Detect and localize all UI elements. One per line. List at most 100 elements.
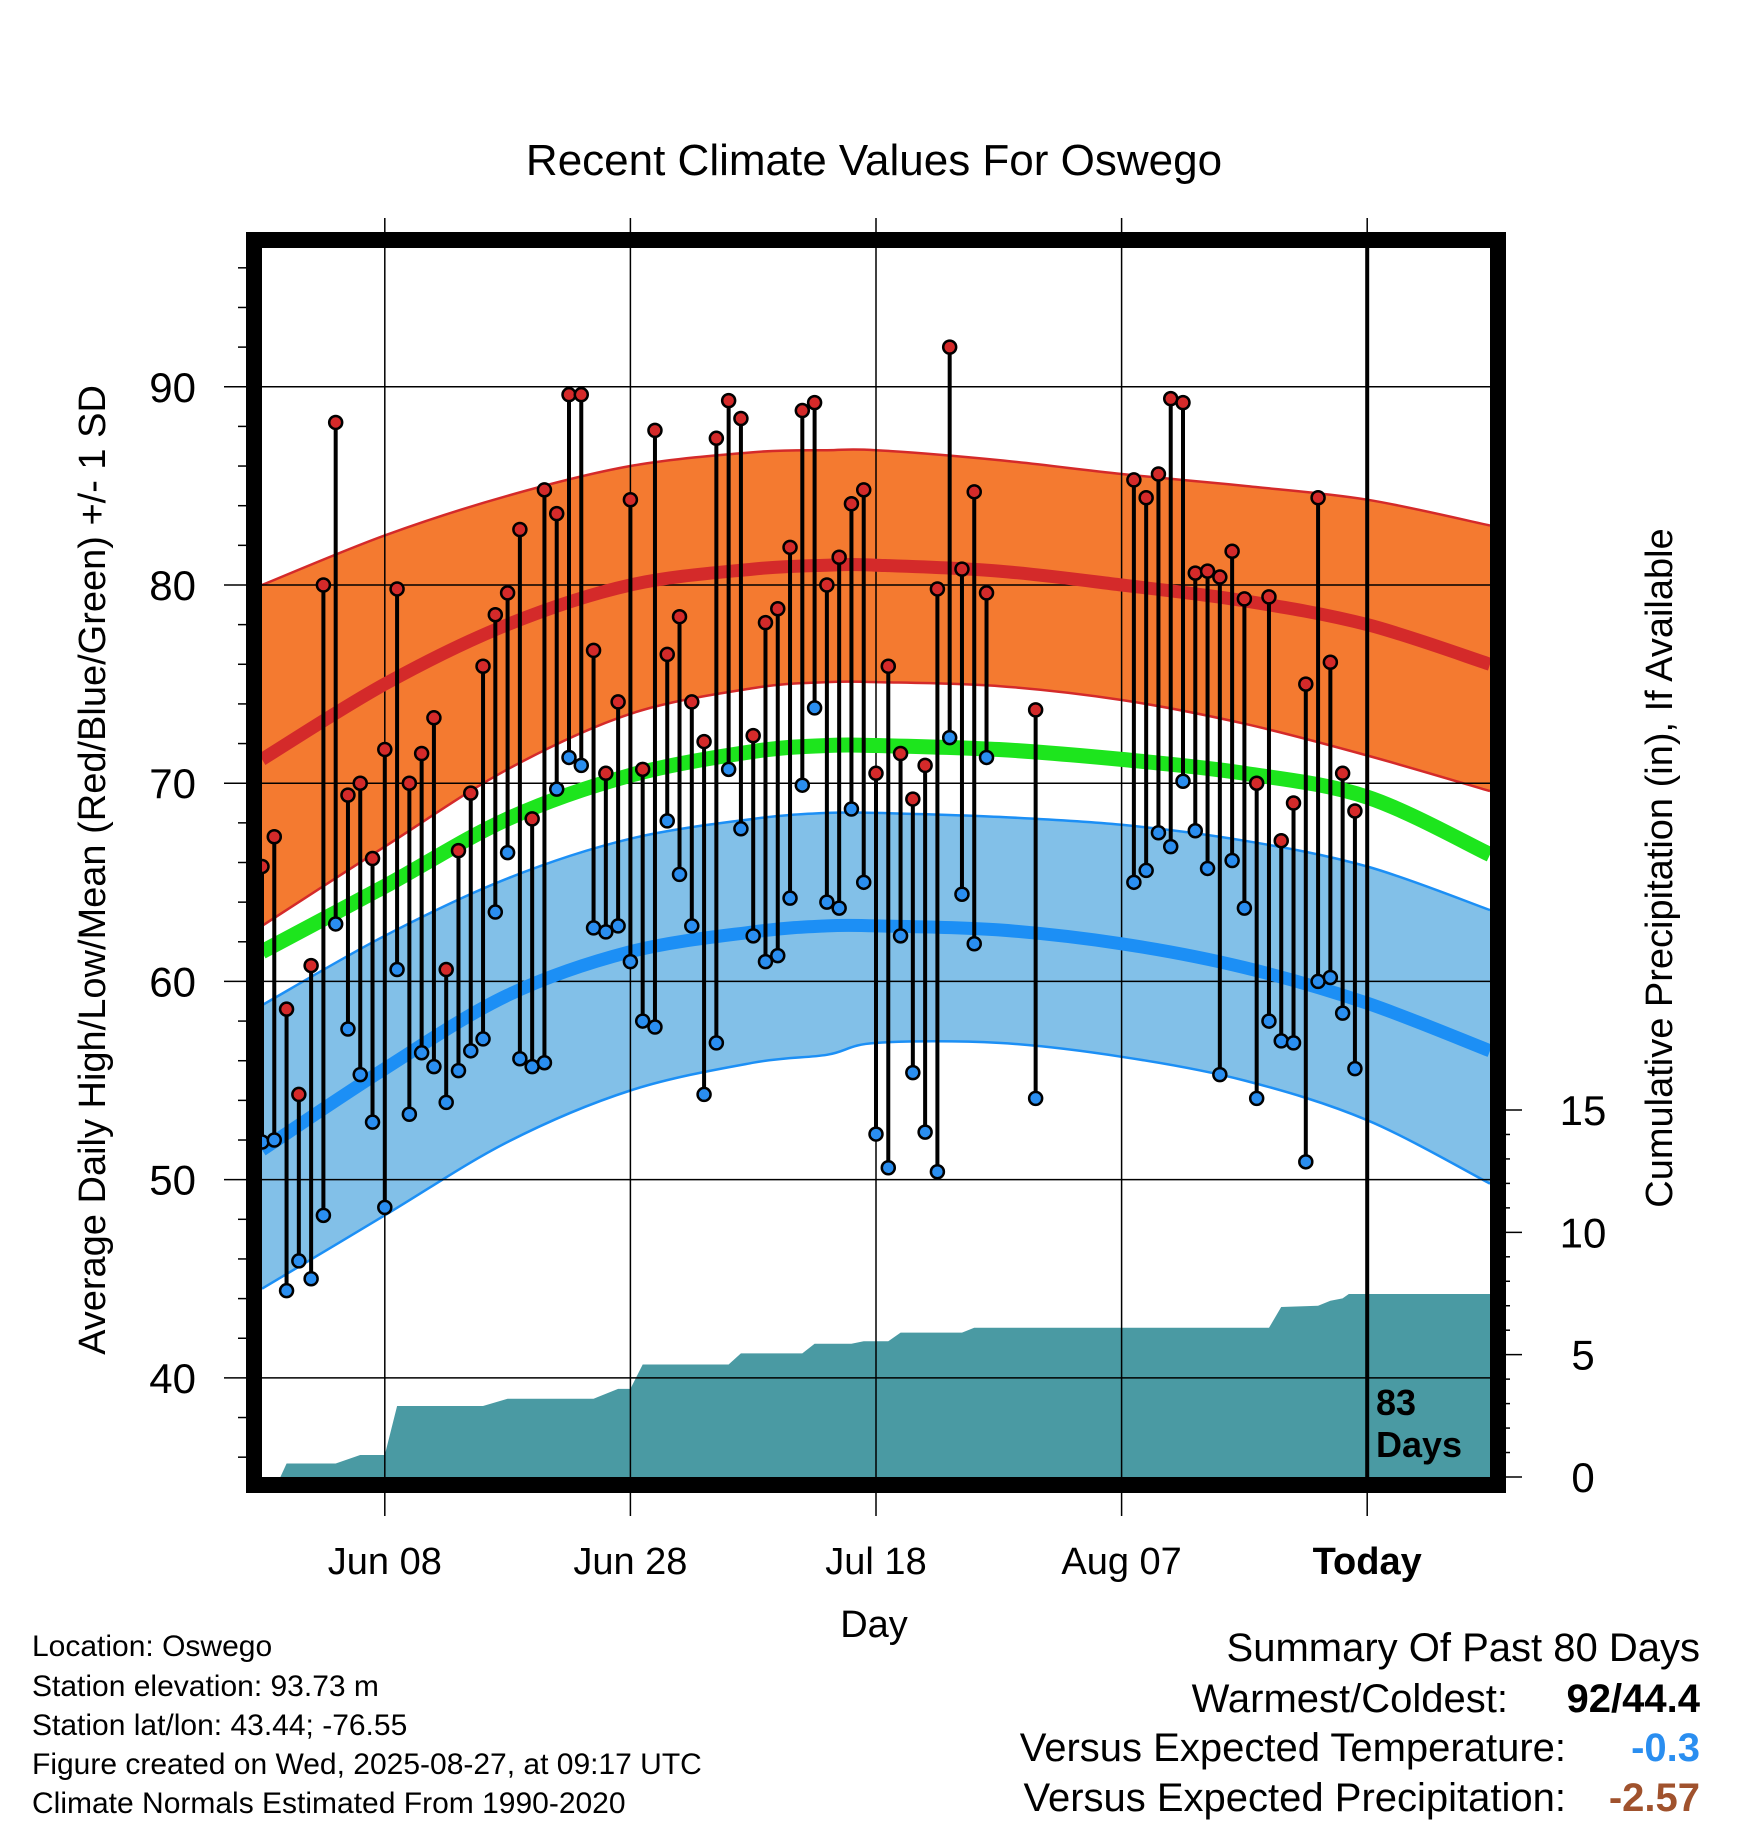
daily-high-point [610, 694, 626, 710]
daily-high-point [954, 561, 970, 577]
daily-low-point [770, 947, 786, 964]
daily-low-point [1187, 823, 1204, 839]
daily-high-point [622, 491, 639, 508]
daily-high-point [450, 842, 467, 859]
daily-low-point [561, 749, 577, 766]
summary-precip-value: -2.57 [1608, 1776, 1700, 1820]
daily-low-point [966, 936, 982, 952]
precip-tick-label: 15 [1560, 1087, 1607, 1134]
daily-high-point [1310, 490, 1326, 506]
daily-high-point [733, 410, 749, 427]
daily-low-point [315, 1207, 332, 1224]
daily-high-point [966, 484, 982, 500]
summary-temp-value: -0.3 [1631, 1726, 1700, 1770]
daily-low-point [733, 821, 749, 837]
daily-high-point [1285, 795, 1302, 811]
daily-low-point [450, 1062, 467, 1079]
daily-high-point [327, 414, 344, 431]
daily-low-point [868, 1126, 884, 1142]
daily-high-point [782, 539, 798, 556]
daily-high-point [1248, 775, 1265, 791]
daily-low-point [1285, 1035, 1302, 1051]
daily-low-point [831, 900, 847, 916]
daily-high-point [757, 614, 774, 631]
daily-high-point [377, 741, 393, 758]
x-axis-label: Day [840, 1604, 908, 1646]
daily-high-point [499, 585, 516, 601]
daily-low-point [610, 918, 626, 934]
daily-low-point [487, 904, 504, 920]
daily-low-point [819, 894, 835, 910]
daily-low-point [720, 761, 737, 778]
daily-low-point [524, 1058, 540, 1075]
daily-high-point [720, 392, 737, 409]
daily-high-point [1236, 591, 1253, 607]
daily-low-point [929, 1163, 946, 1180]
info-normals: Climate Normals Estimated From 1990-2020 [32, 1787, 626, 1820]
daily-low-point [1236, 900, 1253, 916]
daily-low-point [794, 777, 811, 793]
high-upper-edge [262, 448, 1490, 587]
daily-high-point [291, 1086, 307, 1103]
daily-high-point [1162, 390, 1179, 407]
daily-low-point [413, 1045, 430, 1061]
daily-high-point [684, 694, 700, 710]
daily-high-point [1126, 472, 1142, 488]
y-axis-label-right: Cumulative Precipitation (in), If Availa… [1639, 528, 1681, 1207]
x-tick-label: Aug 07 [1061, 1541, 1181, 1583]
daily-high-point [929, 581, 946, 597]
daily-low-point [843, 801, 860, 817]
daily-high-point [315, 577, 332, 593]
daily-low-point [377, 1199, 393, 1216]
summary-temp-label: Versus Expected Temperature: [1019, 1726, 1566, 1770]
daily-high-point [1322, 654, 1339, 671]
daily-high-point [536, 482, 553, 498]
daily-low-point [1347, 1060, 1363, 1077]
daily-low-point [671, 866, 688, 883]
daily-low-point [340, 1021, 356, 1037]
daily-high-point [401, 775, 418, 791]
daily-high-point [647, 422, 663, 439]
daily-high-point [659, 646, 675, 663]
daily-low-point [905, 1064, 921, 1081]
x-tick-label: Jul 18 [825, 1541, 926, 1583]
precip-tick-label: 0 [1571, 1454, 1594, 1501]
daily-low-point [278, 1282, 295, 1299]
daily-low-point [941, 729, 958, 746]
summary-warmest-value: 92/44.4 [1566, 1677, 1700, 1721]
daily-low-point [352, 1066, 368, 1083]
daily-low-point [622, 953, 639, 970]
daily-low-point [684, 918, 700, 934]
daily-low-point [757, 953, 774, 970]
daily-high-point [1150, 466, 1167, 482]
info-created: Figure created on Wed, 2025-08-27, at 09… [32, 1748, 702, 1781]
daily-low-point [1334, 1005, 1351, 1021]
info-latlon: Station lat/lon: 43.44; -76.55 [32, 1709, 408, 1742]
daily-high-point [880, 658, 897, 675]
daily-high-point [1175, 394, 1191, 411]
daily-high-point [487, 606, 504, 623]
daily-low-point [1261, 1013, 1277, 1029]
daily-high-point [1261, 589, 1277, 605]
y-tick-label: 60 [149, 958, 196, 1005]
daily-high-point [843, 495, 860, 512]
daily-high-point [1347, 803, 1363, 819]
info-elevation: Station elevation: 93.73 m [32, 1670, 379, 1703]
daily-high-point [340, 787, 356, 803]
daily-low-point [1027, 1090, 1044, 1107]
y-tick-label: 50 [149, 1157, 196, 1204]
daily-low-point [475, 1031, 491, 1047]
precip-tick-label: 10 [1560, 1209, 1607, 1256]
daily-high-point [794, 402, 811, 419]
daily-high-point [941, 339, 958, 355]
daily-low-point [548, 781, 565, 797]
daily-high-point [413, 745, 430, 762]
x-tick-label: Today [1313, 1541, 1422, 1583]
daily-low-point [954, 886, 970, 902]
daily-high-point [978, 585, 995, 601]
daily-high-point [905, 791, 921, 807]
plot-area: 83 Days [262, 248, 1490, 1477]
daily-low-point [266, 1132, 283, 1148]
summary-precip-label: Versus Expected Precipitation: [1023, 1776, 1566, 1820]
